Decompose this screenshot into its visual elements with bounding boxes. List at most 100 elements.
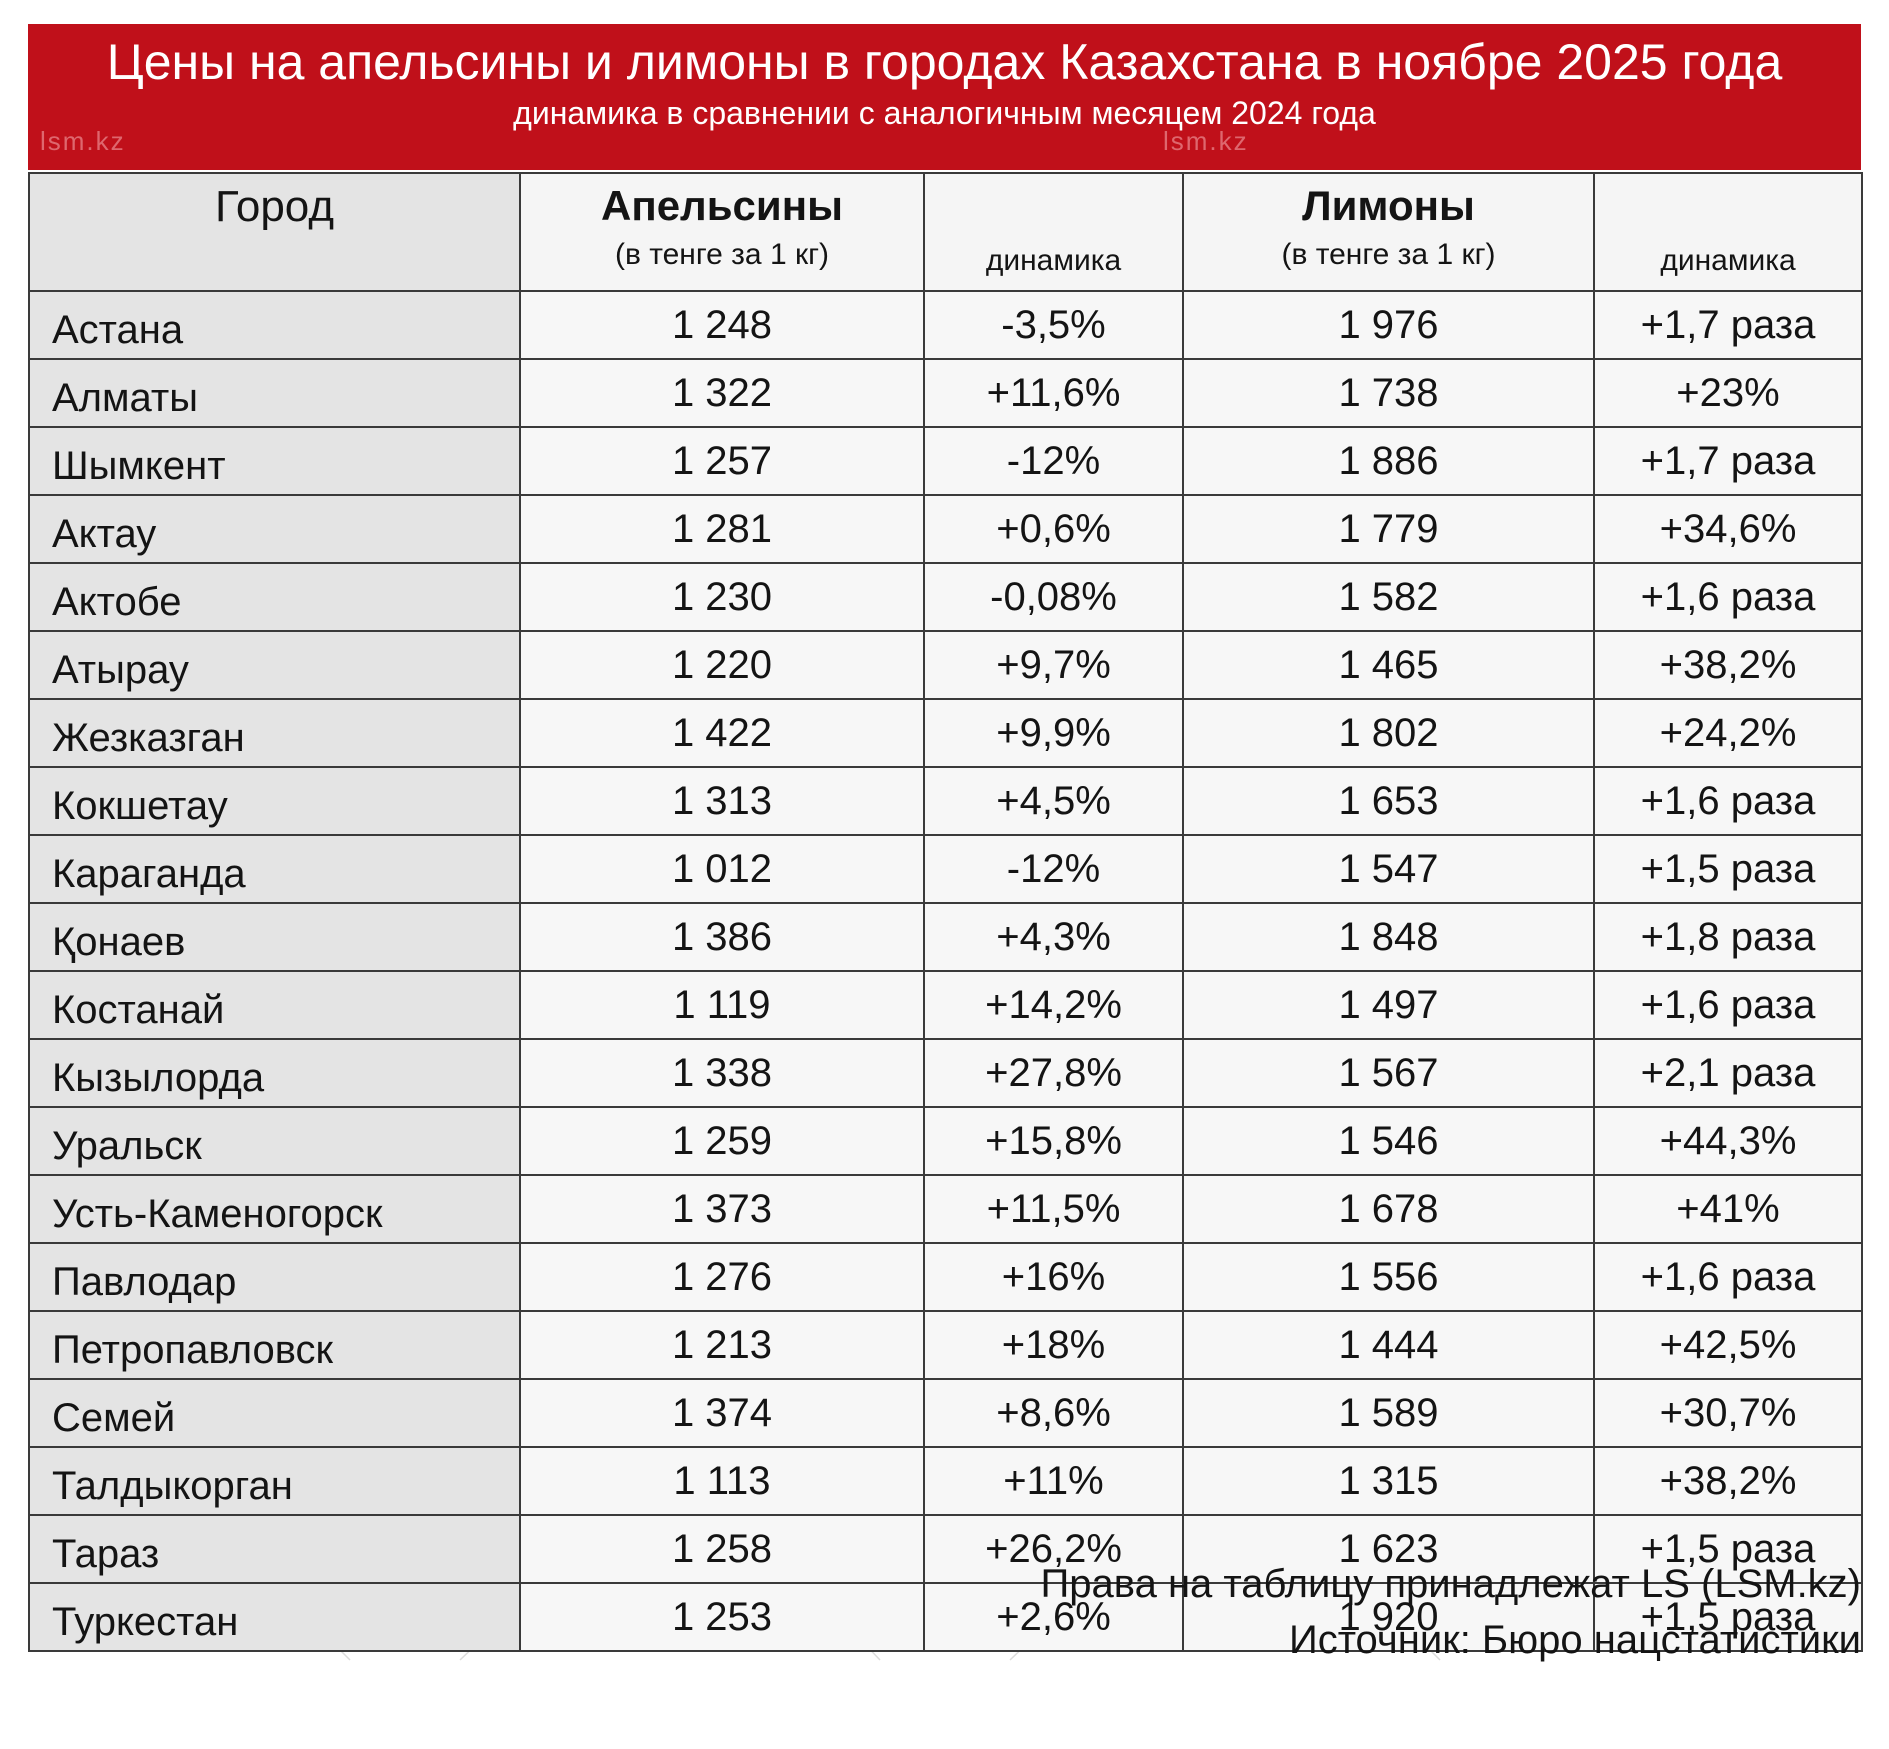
column-header-oranges-dynamics: динамика (923, 172, 1184, 292)
orange-change-cell: +26,2% (923, 1514, 1184, 1584)
source-note: Источник: Бюро нацстатистики (1288, 1618, 1861, 1662)
lemon-price-cell: 1 802 (1182, 698, 1595, 768)
city-cell: Актобе (28, 562, 521, 632)
lemon-price-cell: 1 779 (1182, 494, 1595, 564)
lemon-change-cell: +42,5% (1593, 1310, 1863, 1380)
lemon-change-cell: +41% (1593, 1174, 1863, 1244)
table-row: Петропавловск 1 213 +18% 1 444 +42,5% (28, 1310, 1863, 1380)
orange-price-cell: 1 386 (519, 902, 925, 972)
table-row: Жезказган 1 422 +9,9% 1 802 +24,2% (28, 698, 1863, 768)
city-cell: Тараз (28, 1514, 521, 1584)
city-cell: Жезказган (28, 698, 521, 768)
table-row: Қонаев 1 386 +4,3% 1 848 +1,8 раза (28, 902, 1863, 972)
orange-change-cell: +11,5% (923, 1174, 1184, 1244)
table-row: Тараз 1 258 +26,2% 1 623 +1,5 раза (28, 1514, 1863, 1584)
lemon-change-cell: +34,6% (1593, 494, 1863, 564)
table-row: Уральск 1 259 +15,8% 1 546 +44,3% (28, 1106, 1863, 1176)
city-cell: Семей (28, 1378, 521, 1448)
table-row: Шымкент 1 257 -12% 1 886 +1,7 раза (28, 426, 1863, 496)
city-cell: Астана (28, 290, 521, 360)
city-cell: Қонаев (28, 902, 521, 972)
watermark-text: lsm.kz (1163, 126, 1249, 156)
page-title: Цены на апельсины и лимоны в городах Каз… (106, 34, 1783, 90)
orange-price-cell: 1 338 (519, 1038, 925, 1108)
lemon-price-cell: 1 920 (1182, 1582, 1595, 1652)
lemon-change-cell: +1,7 раза (1593, 290, 1863, 360)
table-body: Астана 1 248 -3,5% 1 976 +1,7 раза Алматы 1 32… (28, 290, 1863, 1652)
table-row: Костанай 1 119 +14,2% 1 497 +1,6 раза (28, 970, 1863, 1040)
title-banner: Цены на апельсины и лимоны в городах Каз… (28, 24, 1861, 170)
lemon-price-cell: 1 556 (1182, 1242, 1595, 1312)
lemon-price-cell: 1 653 (1182, 766, 1595, 836)
lemon-price-cell: 1 582 (1182, 562, 1595, 632)
orange-price-cell: 1 220 (519, 630, 925, 700)
city-cell: Шымкент (28, 426, 521, 496)
rights-note: Права на таблицу принадлежат LS (LSM.kz) (1040, 1562, 1861, 1606)
orange-price-cell: 1 012 (519, 834, 925, 904)
city-cell: Кокшетау (28, 766, 521, 836)
orange-change-cell: +16% (923, 1242, 1184, 1312)
lemon-change-cell: +1,8 раза (1593, 902, 1863, 972)
table-row: Астана 1 248 -3,5% 1 976 +1,7 раза (28, 290, 1863, 360)
city-cell: Костанай (28, 970, 521, 1040)
orange-change-cell: +27,8% (923, 1038, 1184, 1108)
city-cell: Кызылорда (28, 1038, 521, 1108)
orange-change-cell: +2,6% (923, 1582, 1184, 1652)
city-cell: Актау (28, 494, 521, 564)
column-header-lemons: Лимоны (в тенге за 1 кг) (1182, 172, 1595, 292)
orange-price-cell: 1 259 (519, 1106, 925, 1176)
table-row: Кокшетау 1 313 +4,5% 1 653 +1,6 раза (28, 766, 1863, 836)
lemon-change-cell: +30,7% (1593, 1378, 1863, 1448)
lemon-change-cell: +1,5 раза (1593, 1582, 1863, 1652)
lemon-change-cell: +1,6 раза (1593, 562, 1863, 632)
lemon-change-cell: +24,2% (1593, 698, 1863, 768)
lemon-change-cell: +1,5 раза (1593, 834, 1863, 904)
orange-change-cell: +9,7% (923, 630, 1184, 700)
orange-change-cell: -0,08% (923, 562, 1184, 632)
table-header-row: Город Апельсины (в тенге за 1 кг) динами… (28, 172, 1863, 292)
orange-price-cell: 1 313 (519, 766, 925, 836)
city-cell: Уральск (28, 1106, 521, 1176)
lemon-price-cell: 1 497 (1182, 970, 1595, 1040)
oranges-dynamics-label: динамика (985, 244, 1122, 277)
orange-change-cell: +4,3% (923, 902, 1184, 972)
lemon-change-cell: +44,3% (1593, 1106, 1863, 1176)
orange-change-cell: +18% (923, 1310, 1184, 1380)
orange-price-cell: 1 276 (519, 1242, 925, 1312)
orange-price-cell: 1 253 (519, 1582, 925, 1652)
orange-change-cell: +11,6% (923, 358, 1184, 428)
lemon-price-cell: 1 315 (1182, 1446, 1595, 1516)
lemon-price-cell: 1 886 (1182, 426, 1595, 496)
column-header-oranges: Апельсины (в тенге за 1 кг) (519, 172, 925, 292)
lemon-change-cell: +23% (1593, 358, 1863, 428)
column-header-city: Город (28, 172, 521, 292)
city-cell: Петропавловск (28, 1310, 521, 1380)
orange-change-cell: -3,5% (923, 290, 1184, 360)
orange-price-cell: 1 213 (519, 1310, 925, 1380)
lemon-change-cell: +38,2% (1593, 1446, 1863, 1516)
city-cell: Павлодар (28, 1242, 521, 1312)
orange-price-cell: 1 257 (519, 426, 925, 496)
orange-change-cell: -12% (923, 426, 1184, 496)
orange-price-cell: 1 248 (519, 290, 925, 360)
lemon-change-cell: +1,7 раза (1593, 426, 1863, 496)
lemon-price-cell: 1 623 (1182, 1514, 1595, 1584)
city-cell: Усть-Каменогорск (28, 1174, 521, 1244)
orange-price-cell: 1 119 (519, 970, 925, 1040)
column-header-lemons-dynamics: динамика (1593, 172, 1863, 292)
orange-price-cell: 1 230 (519, 562, 925, 632)
lemon-price-cell: 1 738 (1182, 358, 1595, 428)
table-row: Алматы 1 322 +11,6% 1 738 +23% (28, 358, 1863, 428)
orange-change-cell: +4,5% (923, 766, 1184, 836)
lemon-change-cell: +1,6 раза (1593, 970, 1863, 1040)
table-row: Семей 1 374 +8,6% 1 589 +30,7% (28, 1378, 1863, 1448)
orange-change-cell: +11% (923, 1446, 1184, 1516)
orange-change-cell: +15,8% (923, 1106, 1184, 1176)
lemons-dynamics-label: динамика (1660, 244, 1796, 277)
orange-price-cell: 1 422 (519, 698, 925, 768)
lemon-price-cell: 1 465 (1182, 630, 1595, 700)
orange-change-cell: +0,6% (923, 494, 1184, 564)
lemon-price-cell: 1 567 (1182, 1038, 1595, 1108)
oranges-unit-label: (в тенге за 1 кг) (614, 238, 830, 271)
lemon-change-cell: +2,1 раза (1593, 1038, 1863, 1108)
